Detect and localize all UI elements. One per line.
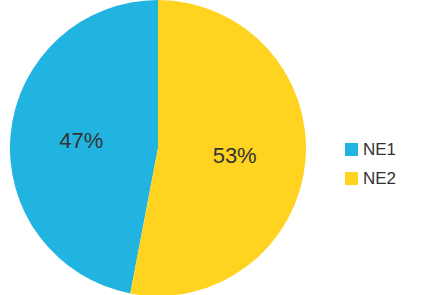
svg-text:NE1: NE1 xyxy=(363,140,396,159)
svg-text:47%: 47% xyxy=(59,128,103,153)
svg-text:NE2: NE2 xyxy=(363,169,396,188)
svg-text:53%: 53% xyxy=(213,143,257,168)
